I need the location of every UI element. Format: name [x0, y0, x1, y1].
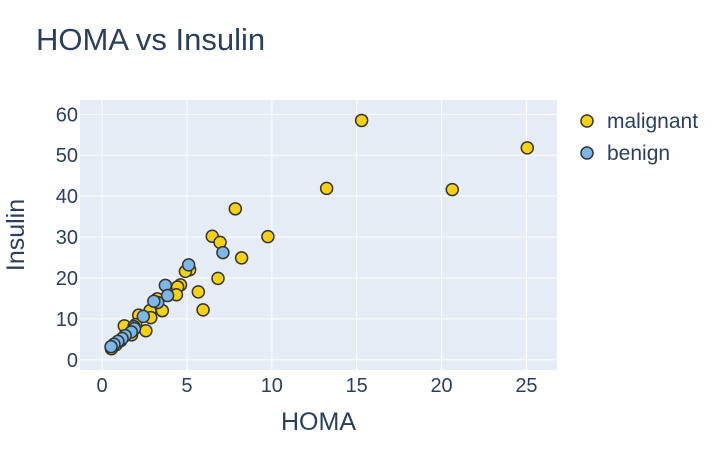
legend-marker — [580, 114, 594, 128]
x-tick-label: 20 — [430, 375, 452, 397]
y-tick-label: 20 — [56, 268, 78, 290]
x-tick-label: 10 — [261, 375, 283, 397]
data-point — [136, 309, 151, 324]
x-axis-title: HOMA — [281, 408, 356, 436]
x-tick-label: 25 — [515, 375, 537, 397]
data-point — [147, 294, 161, 309]
x-tick-label: 0 — [97, 375, 108, 397]
y-tick-label: 30 — [56, 227, 78, 249]
legend-label: benign — [607, 142, 670, 165]
plot-area — [80, 100, 557, 370]
y-tick-label: 60 — [56, 104, 78, 126]
legend-label: malignant — [607, 110, 698, 133]
data-point — [196, 303, 210, 317]
x-tick-label: 5 — [181, 375, 192, 397]
y-tick-label: 0 — [67, 350, 78, 372]
y-tick-label: 50 — [56, 145, 78, 167]
data-point — [160, 288, 175, 303]
y-axis-ticks: 0 10 20 30 40 50 60 — [56, 104, 78, 371]
legend-marker — [580, 146, 594, 160]
x-tick-label: 15 — [346, 375, 368, 397]
data-point — [104, 339, 118, 354]
data-point — [211, 271, 225, 286]
data-point — [234, 251, 249, 265]
data-point — [261, 229, 275, 244]
data-point — [191, 285, 206, 299]
data-point — [181, 258, 196, 272]
x-axis-ticks: 0 5 10 15 20 25 — [97, 375, 538, 397]
legend: malignant benign — [580, 110, 698, 165]
y-tick-label: 10 — [56, 309, 78, 331]
series-benign — [104, 245, 230, 354]
y-axis-title: Insulin — [2, 199, 30, 271]
data-point — [216, 245, 230, 260]
chart-title: HOMA vs Insulin — [36, 22, 265, 57]
data-point — [228, 202, 243, 216]
data-point — [354, 113, 369, 128]
data-points — [104, 113, 535, 356]
y-tick-label: 40 — [56, 186, 78, 208]
data-point — [445, 182, 460, 197]
data-point — [319, 181, 334, 196]
data-point — [520, 141, 535, 155]
